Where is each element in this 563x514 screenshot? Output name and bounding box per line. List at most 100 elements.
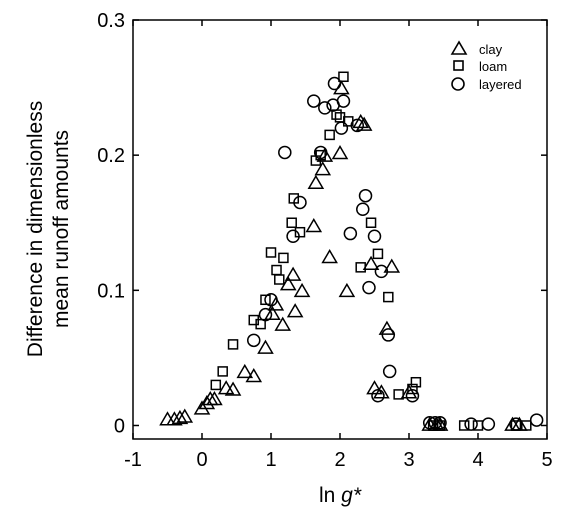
data-point-loam [383, 291, 394, 303]
data-point-clay [378, 320, 396, 335]
x-tick-label: 3 [403, 449, 414, 471]
data-point-clay [284, 266, 302, 281]
legend-marker-layered [451, 77, 465, 91]
data-point-layered [327, 76, 342, 91]
data-point-clay [331, 144, 349, 160]
legend-label-clay: clay [479, 42, 503, 57]
x-axis: -1 0 1 2 3 4 5 [124, 20, 553, 471]
data-point-loam [338, 71, 349, 83]
data-point-clay [321, 249, 338, 264]
data-point-clay [305, 217, 323, 233]
data-point-loam [315, 149, 326, 161]
data-point-layered [509, 417, 523, 431]
data-point-layered [350, 118, 364, 133]
x-axis-title: ln g* [319, 484, 362, 507]
data-point-loam [294, 226, 306, 238]
data-point-loam [365, 217, 377, 228]
y-tick-label: 0.2 [97, 145, 125, 167]
x-tick-label: 2 [334, 449, 345, 471]
data-point-loam [372, 248, 384, 260]
data-point-loam [210, 379, 222, 391]
data-point-layered [481, 417, 496, 431]
data-point-layered [405, 388, 420, 403]
x-tick-label: 1 [265, 449, 276, 471]
data-point-loam [427, 420, 439, 431]
legend-marker-clay [450, 40, 468, 55]
data-point-layered [258, 307, 273, 322]
data-point-clay [366, 380, 383, 395]
data-point-clay [257, 339, 274, 354]
data-point-clay [362, 255, 380, 271]
data-point-layered [264, 293, 278, 307]
data-point-layered [428, 416, 442, 430]
data-point-layered [313, 145, 328, 160]
x-tick-label: 5 [541, 449, 552, 471]
data-point-layered [382, 364, 397, 379]
data-point-layered [464, 417, 478, 431]
data-point-loam [393, 389, 404, 400]
legend-label-loam: loam [479, 59, 507, 74]
data-point-clay [264, 305, 281, 321]
data-point-clay [333, 80, 350, 95]
y-tick-label: 0.1 [97, 280, 125, 302]
data-point-loam [410, 376, 422, 388]
data-point-layered [422, 416, 437, 430]
data-point-layered [286, 229, 300, 244]
data-point-layered [336, 94, 351, 108]
x-tick-label: 4 [472, 449, 483, 471]
legend: clay loam layered [450, 40, 522, 92]
data-point-clay [383, 258, 401, 273]
data-point-layered [293, 195, 307, 210]
data-point-loam [271, 264, 282, 276]
y-axis-title-line1: Difference in dimensionless [24, 101, 47, 357]
y-tick-label: 0 [114, 415, 125, 437]
data-point-clay [355, 116, 373, 131]
data-point-layered [343, 226, 358, 241]
data-point-loam [265, 247, 277, 258]
data-point-clay [198, 395, 216, 410]
data-point-loam [324, 129, 335, 141]
data-point-loam [458, 420, 470, 431]
data-point-layered [247, 333, 261, 348]
data-point-clay [236, 363, 254, 379]
data-point-layered [371, 388, 385, 403]
data-point-clay [171, 409, 189, 425]
data-point-clay [373, 384, 390, 399]
data-point-layered [318, 101, 332, 115]
data-point-clay [267, 296, 285, 311]
data-point-clay [245, 367, 263, 383]
data-point-loam [255, 318, 266, 330]
data-point-layered [358, 188, 373, 203]
legend-label-layered: layered [479, 77, 522, 92]
data-point-clay [314, 161, 332, 176]
data-point-loam [227, 339, 239, 350]
data-point-layered [278, 145, 292, 160]
data-point-loam [355, 262, 366, 273]
legend-marker-loam [453, 60, 464, 71]
data-point-clay [352, 113, 370, 129]
data-point-clay [176, 408, 194, 423]
data-point-loam [286, 217, 297, 228]
data-point-loam [274, 274, 285, 285]
data-point-clay [307, 174, 325, 189]
data-point-loam [407, 383, 418, 395]
data-point-clay [338, 282, 356, 298]
data-point-clay [400, 384, 418, 399]
data-point-layered [433, 416, 447, 430]
data-point-clay [293, 282, 311, 298]
data-point-layered [334, 121, 349, 135]
data-point-clay [316, 147, 334, 162]
data-point-clay [274, 316, 292, 331]
data-point-layered [367, 229, 382, 244]
data-point-layered [381, 328, 396, 342]
data-point-layered [374, 264, 389, 279]
data-point-layered [307, 94, 321, 108]
y-axis-title-line2: mean runoff amounts [50, 130, 73, 328]
data-point-layered [356, 202, 370, 216]
x-tick-label: 0 [196, 449, 207, 471]
data-point-layered [529, 413, 544, 427]
data-point-clay [224, 381, 242, 396]
data-point-loam [260, 294, 271, 306]
data-point-layered [362, 280, 376, 295]
